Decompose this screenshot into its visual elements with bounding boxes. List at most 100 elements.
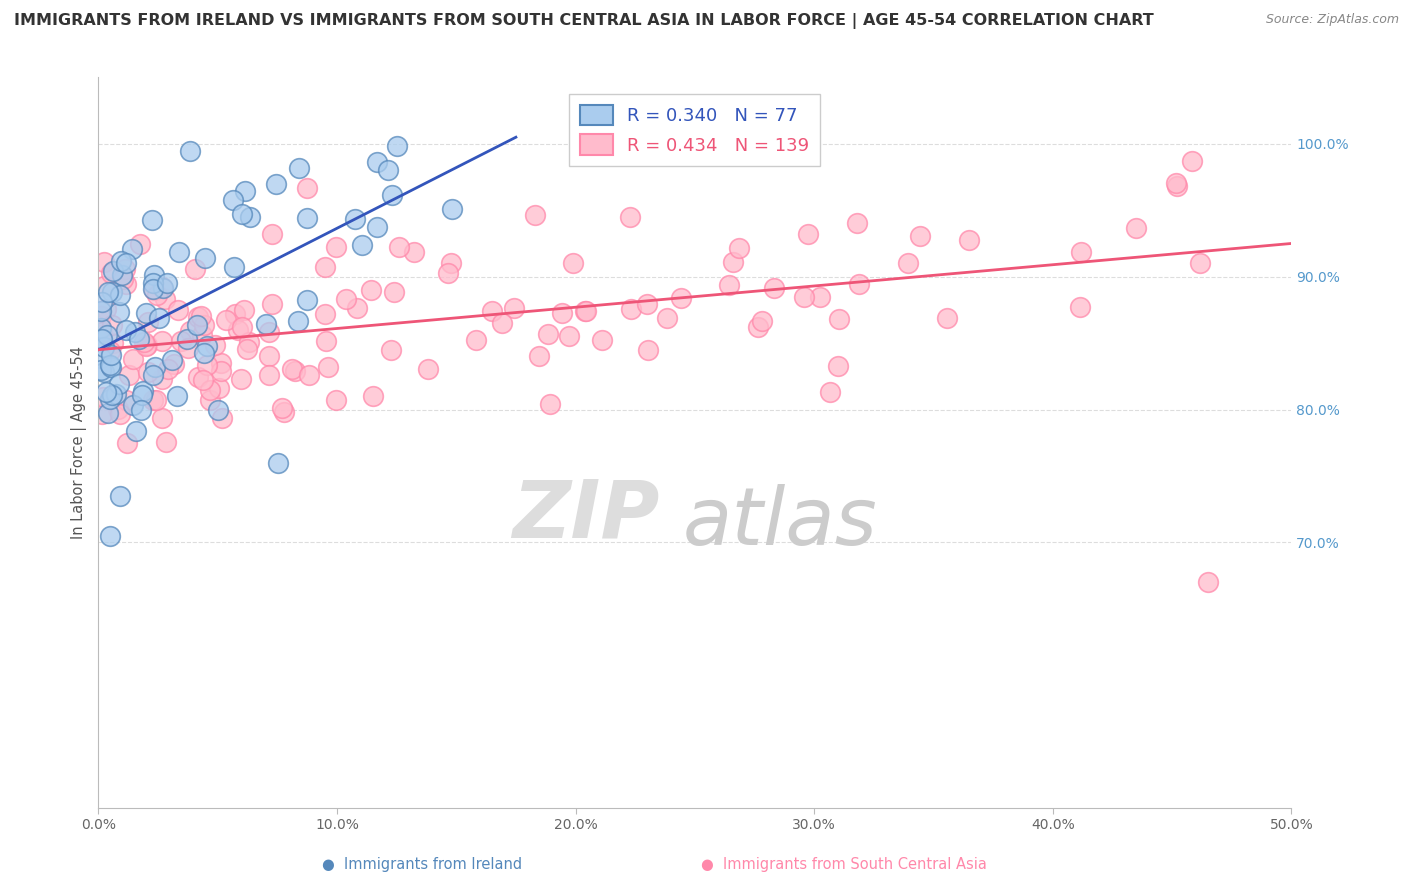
- Point: [346, 301, 368, 315]
- Point: [128, 332, 150, 346]
- Point: [527, 349, 550, 363]
- Text: IMMIGRANTS FROM IRELAND VS IMMIGRANTS FROM SOUTH CENTRAL ASIA IN LABOR FORCE | A: IMMIGRANTS FROM IRELAND VS IMMIGRANTS FR…: [14, 13, 1154, 29]
- Point: [215, 313, 238, 327]
- Point: [111, 272, 134, 286]
- Point: [537, 327, 560, 342]
- Text: Source: ZipAtlas.com: Source: ZipAtlas.com: [1265, 13, 1399, 27]
- Point: [191, 374, 214, 388]
- Point: [93, 255, 115, 269]
- Point: [115, 392, 138, 407]
- Point: [98, 358, 121, 372]
- Point: [90, 363, 112, 377]
- Point: [108, 287, 131, 301]
- Point: [143, 283, 166, 297]
- Point: [669, 291, 692, 305]
- Point: [751, 313, 773, 327]
- Point: [93, 366, 115, 380]
- Point: [204, 337, 226, 351]
- Point: [238, 334, 260, 349]
- Point: [101, 264, 124, 278]
- Point: [352, 237, 374, 252]
- Point: [114, 323, 136, 337]
- Point: [135, 339, 157, 353]
- Point: [94, 301, 117, 316]
- Point: [167, 245, 190, 260]
- Point: [464, 333, 486, 347]
- Point: [129, 237, 152, 252]
- Point: [141, 213, 163, 227]
- Point: [231, 320, 253, 334]
- Point: [176, 332, 198, 346]
- Point: [314, 307, 336, 321]
- Point: [257, 368, 280, 383]
- Point: [325, 392, 347, 407]
- Point: [100, 266, 122, 280]
- Point: [416, 361, 439, 376]
- Point: [440, 256, 463, 270]
- Point: [260, 227, 283, 242]
- Point: [101, 318, 124, 332]
- Point: [224, 307, 246, 321]
- Point: [222, 260, 245, 275]
- Point: [125, 424, 148, 438]
- Point: [221, 193, 243, 207]
- Point: [636, 297, 658, 311]
- Point: [162, 357, 184, 371]
- Point: [366, 154, 388, 169]
- Point: [132, 384, 155, 399]
- Point: [145, 393, 167, 408]
- Point: [143, 268, 166, 282]
- Point: [361, 389, 384, 403]
- Point: [491, 316, 513, 330]
- Point: [637, 343, 659, 358]
- Point: [267, 456, 290, 470]
- Point: [195, 358, 218, 372]
- Point: [135, 306, 157, 320]
- Point: [1125, 221, 1147, 235]
- Point: [297, 211, 319, 225]
- Point: [957, 233, 980, 247]
- Point: [108, 377, 131, 392]
- Point: [404, 244, 426, 259]
- Point: [122, 352, 145, 367]
- Point: [551, 306, 574, 320]
- Point: [481, 304, 503, 318]
- Point: [100, 348, 122, 362]
- Point: [437, 266, 460, 280]
- Point: [97, 285, 120, 299]
- Point: [98, 344, 121, 359]
- Text: ZIP: ZIP: [512, 476, 659, 555]
- Point: [717, 278, 740, 293]
- Point: [575, 304, 598, 318]
- Point: [108, 407, 131, 421]
- Point: [142, 282, 165, 296]
- Point: [763, 281, 786, 295]
- Point: [94, 384, 117, 399]
- Point: [231, 207, 253, 221]
- Point: [152, 281, 174, 295]
- Point: [1166, 179, 1188, 194]
- Point: [388, 239, 411, 253]
- Point: [93, 340, 115, 354]
- Point: [1181, 153, 1204, 168]
- Point: [538, 397, 561, 411]
- Point: [142, 277, 165, 291]
- Point: [897, 256, 920, 270]
- Point: [264, 177, 287, 191]
- Point: [132, 335, 155, 350]
- Point: [727, 241, 749, 255]
- Point: [97, 406, 120, 420]
- Point: [166, 389, 188, 403]
- Point: [377, 163, 399, 178]
- Point: [721, 255, 744, 269]
- Point: [115, 436, 138, 450]
- Point: [236, 343, 259, 357]
- Point: [114, 261, 136, 276]
- Point: [382, 285, 405, 299]
- Point: [574, 303, 596, 318]
- Point: [186, 318, 208, 332]
- Point: [385, 138, 408, 153]
- Point: [177, 341, 200, 355]
- Text: ●  Immigrants from Ireland: ● Immigrants from Ireland: [322, 857, 522, 872]
- Point: [657, 310, 679, 325]
